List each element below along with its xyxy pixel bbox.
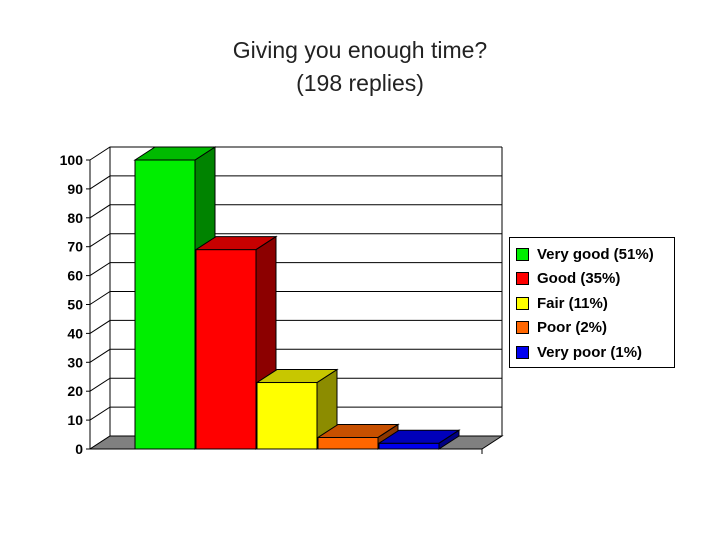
legend-swatch [516, 247, 529, 261]
legend-item: Fair (11%) [516, 292, 608, 314]
legend-item: Good (35%) [516, 268, 620, 290]
bar-3-front [256, 382, 318, 450]
bar-5-top [377, 429, 461, 444]
bar-1-front [134, 159, 196, 450]
legend-label: Poor (2%) [537, 319, 608, 336]
bar-3-top [255, 369, 339, 384]
legend-swatch [516, 272, 529, 285]
y-tick-label-90: 90 [67, 181, 83, 197]
y-tick-label-0: 0 [75, 441, 83, 457]
legend-label: Fair (11%) [537, 294, 608, 312]
bar-2-front [195, 249, 257, 450]
y-tick-label-70: 70 [67, 239, 83, 255]
y-tick-label-60: 60 [67, 268, 83, 284]
legend-item: Very good (51%) [516, 243, 654, 265]
legend-swatch [516, 296, 529, 310]
legend-swatch [516, 345, 529, 359]
legend-item: Very poor (1%) [516, 341, 642, 363]
y-tick-label-20: 20 [67, 383, 83, 399]
bar-4-top [316, 423, 400, 438]
bar-1-top [133, 146, 217, 161]
y-tick-label-50: 50 [67, 297, 83, 313]
bar-2-top [194, 236, 278, 251]
legend-label: Good (35%) [537, 270, 621, 287]
y-tick-label-10: 10 [67, 412, 83, 428]
legend-swatch [516, 321, 529, 334]
legend-label: Very poor (1%) [537, 343, 643, 361]
chart-legend: Very good (51%) Good (35%) Fair (11%) Poor … [509, 237, 675, 368]
y-tick-label-30: 30 [67, 354, 83, 370]
bar-5-front [378, 442, 440, 450]
bar-4-front [317, 436, 379, 450]
y-tick-label-40: 40 [67, 325, 83, 341]
legend-item: Poor (2%) [516, 317, 607, 339]
legend-label: Very good (51%) [537, 245, 654, 263]
y-tick-label-80: 80 [67, 210, 83, 226]
y-tick-label-100: 100 [60, 152, 84, 168]
chart-subtitle: (198 replies) [296, 70, 424, 96]
chart-title: Giving you enough time? [232, 37, 488, 63]
